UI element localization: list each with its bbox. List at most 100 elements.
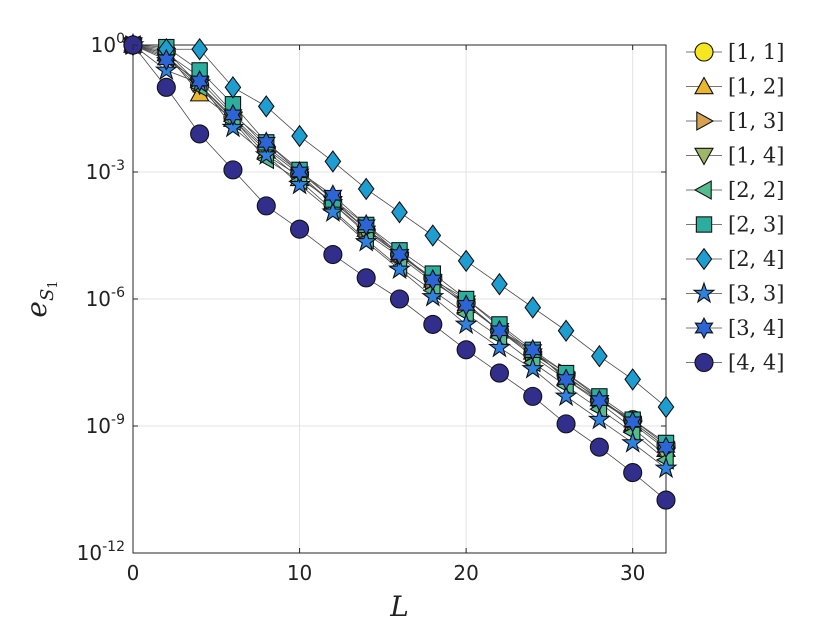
legend-marker: [695, 216, 713, 233]
legend-label: [2, 2]: [728, 178, 784, 202]
data-point: [357, 177, 375, 201]
series-9: [123, 35, 676, 510]
data-point: [356, 268, 376, 288]
data-point: [221, 115, 245, 138]
data-point: [156, 77, 176, 97]
data-point: [421, 284, 445, 307]
data-point: [389, 289, 410, 309]
legend-marker: [694, 316, 714, 340]
data-point: [524, 296, 542, 319]
axis-ticks: 0 10 20 30 100 10-3 10-6 10-9 10-12: [77, 31, 666, 585]
data-point: [589, 437, 609, 457]
data-point: [354, 229, 378, 252]
legend-item: [2, 3]: [686, 213, 784, 237]
data-point: [190, 124, 210, 144]
data-point: [256, 196, 276, 216]
legend-item: [3, 3]: [686, 281, 784, 306]
data-point: [389, 243, 410, 266]
data-point: [554, 384, 578, 407]
data-point: [190, 69, 210, 93]
data-point: [388, 257, 411, 280]
data-point: [424, 224, 442, 247]
legend-item: [2, 4]: [686, 247, 784, 271]
data-point: [224, 76, 242, 99]
legend-item: [2, 2]: [686, 178, 784, 202]
data-point: [457, 249, 475, 273]
data-point: [556, 368, 576, 391]
x-tick-label: 30: [620, 561, 645, 585]
data-point: [456, 340, 476, 360]
data-point: [288, 172, 312, 195]
legend-marker: [694, 147, 714, 166]
data-point: [323, 184, 343, 207]
legend-item: [1, 3]: [686, 109, 784, 133]
legend-label: [3, 3]: [728, 282, 784, 306]
data-point: [621, 430, 645, 453]
y-tick-label: 10-9: [86, 412, 125, 438]
legend-label: [3, 4]: [728, 316, 784, 340]
x-tick-label: 0: [127, 561, 140, 585]
y-tick-label: 10-3: [86, 158, 125, 184]
data-point: [591, 344, 608, 368]
legend-marker: [694, 42, 714, 62]
legend-label: [1, 1]: [728, 40, 784, 64]
legend-label: [1, 2]: [728, 75, 784, 99]
data-point: [489, 319, 510, 342]
data-point: [521, 356, 545, 379]
data-point: [423, 268, 443, 292]
data-point: [556, 414, 576, 434]
legend: [1, 1] [1, 2] [1, 3] [1, 4] [2, 2] [2, 3] [2, …: [682, 32, 797, 383]
data-point: [589, 389, 609, 412]
data-point: [257, 95, 275, 118]
y-axis-label-main: e: [20, 301, 53, 318]
data-point: [623, 463, 643, 483]
data-point: [321, 200, 345, 222]
series-8: [123, 33, 676, 459]
data-point: [290, 219, 310, 239]
data-point: [654, 456, 678, 479]
legend-label: [2, 4]: [728, 247, 784, 271]
legend-item: [1, 2]: [686, 75, 784, 99]
legend-marker: [693, 180, 712, 200]
data-point: [487, 335, 511, 358]
data-point: [624, 368, 642, 391]
y-tick-label: 100: [91, 31, 125, 57]
data-point: [291, 124, 308, 148]
legend-marker: [695, 247, 713, 271]
data-point: [256, 131, 276, 154]
data-point: [191, 37, 208, 61]
legend-marker: [694, 76, 714, 95]
y-tick-label: 10-12: [77, 539, 125, 565]
data-point: [356, 213, 376, 237]
data-point: [423, 314, 443, 334]
legend-item: [1, 1]: [686, 40, 784, 64]
series-layer: [121, 32, 678, 510]
data-point: [657, 395, 675, 419]
data-point: [523, 338, 543, 361]
legend-label: [1, 3]: [728, 109, 784, 133]
x-tick-label: 20: [453, 561, 478, 585]
data-point: [523, 386, 543, 406]
legend-label: [1, 4]: [728, 144, 784, 168]
data-point: [623, 410, 643, 433]
legend-label: [4, 4]: [728, 351, 784, 375]
series-7: [121, 32, 678, 479]
legend-item: [1, 4]: [686, 144, 784, 168]
y-axis-label: eS1: [20, 280, 61, 317]
data-point: [489, 363, 509, 383]
data-point: [656, 490, 676, 510]
data-point: [156, 48, 176, 71]
data-point: [223, 103, 243, 126]
y-axis-label-subscript: S: [37, 289, 58, 301]
data-point: [254, 142, 278, 165]
data-point: [587, 407, 611, 430]
x-axis-label: L: [389, 590, 409, 623]
data-point: [391, 200, 408, 224]
legend-marker: [692, 281, 716, 304]
y-tick-label: 10-6: [86, 285, 126, 311]
legend-marker: [694, 352, 714, 373]
data-point: [324, 150, 342, 173]
data-point: [289, 160, 310, 184]
data-point: [557, 319, 575, 343]
